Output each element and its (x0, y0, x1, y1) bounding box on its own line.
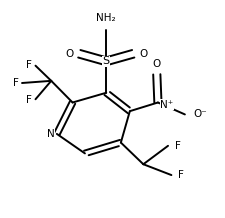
Text: N⁺: N⁺ (160, 100, 173, 110)
Text: O: O (139, 49, 147, 59)
Text: F: F (174, 141, 180, 151)
Text: O: O (152, 59, 160, 69)
Text: O⁻: O⁻ (193, 109, 207, 119)
Text: F: F (26, 60, 32, 70)
Text: N: N (47, 129, 54, 139)
Text: O: O (65, 49, 73, 59)
Text: F: F (177, 170, 183, 180)
Text: F: F (26, 95, 32, 105)
Text: F: F (13, 78, 19, 88)
Text: NH₂: NH₂ (96, 14, 116, 24)
Text: S: S (102, 56, 109, 66)
